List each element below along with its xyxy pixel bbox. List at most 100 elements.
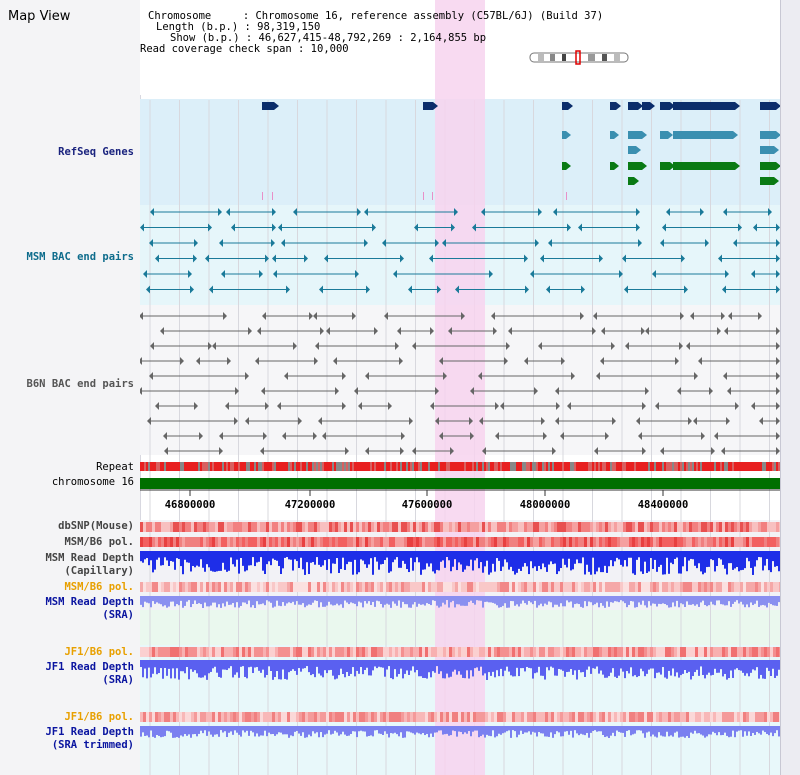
msm-capillary-depth-bar[interactable] bbox=[368, 551, 370, 565]
jf1-sra-depth-bar[interactable] bbox=[654, 660, 656, 679]
msm-sra-depth-bar[interactable] bbox=[744, 596, 746, 608]
jf1-sra-depth-bar[interactable] bbox=[188, 660, 190, 680]
msm-sra-depth-bar[interactable] bbox=[458, 596, 460, 605]
jf1-trimmed-depth-bar[interactable] bbox=[282, 726, 284, 735]
jf1-trimmed-depth-bar[interactable] bbox=[176, 726, 178, 738]
jf1-sra-depth-bar[interactable] bbox=[220, 660, 222, 678]
jf1-trimmed-depth-bar[interactable] bbox=[510, 726, 512, 738]
jf1-trimmed-depth-bar[interactable] bbox=[570, 726, 572, 731]
msm-capillary-depth-bar[interactable] bbox=[504, 551, 506, 560]
jf1-trimmed-depth-bar[interactable] bbox=[474, 726, 476, 731]
jf1-trimmed-depth-bar[interactable] bbox=[358, 726, 360, 732]
jf1-trimmed-depth-bar[interactable] bbox=[424, 726, 426, 736]
refseq-gene[interactable] bbox=[610, 102, 616, 110]
jf1-sra-depth-bar[interactable] bbox=[544, 660, 546, 680]
jf1-trimmed-depth-bar[interactable] bbox=[584, 726, 586, 736]
jf1-sra-depth-bar[interactable] bbox=[360, 660, 362, 668]
jf1-sra-depth-bar[interactable] bbox=[258, 660, 260, 671]
jf1-trimmed-depth-bar[interactable] bbox=[496, 726, 498, 737]
msm-sra-depth-bar[interactable] bbox=[198, 596, 200, 604]
jf1-trimmed-depth-bar[interactable] bbox=[772, 726, 774, 737]
jf1-sra-depth-bar[interactable] bbox=[362, 660, 364, 675]
msm-sra-depth-bar[interactable] bbox=[738, 596, 740, 604]
msm-sra-depth-bar[interactable] bbox=[406, 596, 408, 605]
msm-capillary-depth-bar[interactable] bbox=[586, 551, 588, 565]
msm-capillary-depth-bar[interactable] bbox=[434, 551, 436, 574]
msm-sra-depth-bar[interactable] bbox=[542, 596, 544, 607]
msm-sra-depth-bar[interactable] bbox=[256, 596, 258, 602]
jf1-sra-depth-bar[interactable] bbox=[460, 660, 462, 675]
msm-capillary-depth-bar[interactable] bbox=[286, 551, 288, 558]
jf1-trimmed-depth-bar[interactable] bbox=[662, 726, 664, 737]
msm-sra-depth-bar[interactable] bbox=[226, 596, 228, 602]
jf1-trimmed-depth-bar[interactable] bbox=[254, 726, 256, 737]
msm-sra-depth-bar[interactable] bbox=[620, 596, 622, 601]
jf1-trimmed-depth-bar[interactable] bbox=[180, 726, 182, 736]
jf1-trimmed-depth-bar[interactable] bbox=[560, 726, 562, 737]
msm-sra-depth-bar[interactable] bbox=[774, 596, 776, 606]
msm-sra-depth-bar[interactable] bbox=[370, 596, 372, 606]
jf1-sra-depth-bar[interactable] bbox=[686, 660, 688, 674]
msm-sra-depth-bar[interactable] bbox=[628, 596, 630, 605]
msm-sra-depth-bar[interactable] bbox=[432, 596, 434, 601]
msm-capillary-depth-bar[interactable] bbox=[600, 551, 602, 573]
jf1-sra-depth-bar[interactable] bbox=[226, 660, 228, 671]
jf1-sra-depth-bar[interactable] bbox=[232, 660, 234, 678]
jf1-trimmed-depth-bar[interactable] bbox=[588, 726, 590, 738]
jf1-sra-depth-bar[interactable] bbox=[440, 660, 442, 672]
jf1-trimmed-depth-bar[interactable] bbox=[250, 726, 252, 731]
msm-capillary-depth-bar[interactable] bbox=[298, 551, 300, 568]
msm-capillary-depth-bar[interactable] bbox=[334, 551, 336, 564]
jf1-sra-depth-bar[interactable] bbox=[252, 660, 254, 674]
jf1-trimmed-depth-bar[interactable] bbox=[710, 726, 712, 735]
msm-capillary-depth-bar[interactable] bbox=[300, 551, 302, 558]
refseq-gene[interactable] bbox=[628, 177, 634, 185]
jf1-sra-depth-bar[interactable] bbox=[574, 660, 576, 671]
jf1-sra-depth-bar[interactable] bbox=[254, 660, 256, 668]
jf1-trimmed-depth-bar[interactable] bbox=[724, 726, 726, 733]
msm-capillary-depth-bar[interactable] bbox=[718, 551, 720, 559]
msm-sra-depth-bar[interactable] bbox=[348, 596, 350, 605]
jf1-trimmed-depth-bar[interactable] bbox=[194, 726, 196, 735]
jf1-sra-depth-bar[interactable] bbox=[230, 660, 232, 667]
jf1-sra-depth-bar[interactable] bbox=[498, 660, 500, 677]
jf1-sra-depth-bar[interactable] bbox=[526, 660, 528, 667]
jf1-sra-depth-bar[interactable] bbox=[370, 660, 372, 676]
jf1-sra-depth-bar[interactable] bbox=[416, 660, 418, 671]
jf1-sra-depth-bar[interactable] bbox=[668, 660, 670, 671]
jf1-trimmed-depth-bar[interactable] bbox=[170, 726, 172, 733]
jf1-sra-depth-bar[interactable] bbox=[746, 660, 748, 674]
msm-capillary-depth-bar[interactable] bbox=[400, 551, 402, 568]
jf1-sra-depth-bar[interactable] bbox=[772, 660, 774, 669]
jf1-trimmed-depth-bar[interactable] bbox=[452, 726, 454, 731]
msm-capillary-depth-bar[interactable] bbox=[444, 551, 446, 568]
jf1-trimmed-depth-bar[interactable] bbox=[660, 726, 662, 736]
msm-capillary-depth-bar[interactable] bbox=[458, 551, 460, 563]
jf1-trimmed-depth-bar[interactable] bbox=[714, 726, 716, 734]
msm-capillary-depth-bar[interactable] bbox=[188, 551, 190, 563]
msm-sra-depth-bar[interactable] bbox=[420, 596, 422, 605]
jf1-trimmed-depth-bar[interactable] bbox=[672, 726, 674, 737]
jf1-sra-depth-bar[interactable] bbox=[378, 660, 380, 667]
msm-sra-depth-bar[interactable] bbox=[770, 596, 772, 605]
jf1-trimmed-depth-bar[interactable] bbox=[244, 726, 246, 733]
msm-sra-depth-bar[interactable] bbox=[278, 596, 280, 606]
track-label-repeat[interactable]: Repeat bbox=[96, 461, 134, 473]
msm-sra-depth-bar[interactable] bbox=[702, 596, 704, 601]
jf1-sra-depth-bar[interactable] bbox=[564, 660, 566, 677]
jf1-trimmed-depth-bar[interactable] bbox=[770, 726, 772, 733]
jf1-trimmed-depth-bar[interactable] bbox=[294, 726, 296, 732]
msm-capillary-depth-bar[interactable] bbox=[290, 551, 292, 560]
jf1-trimmed-depth-bar[interactable] bbox=[166, 726, 168, 731]
msm-sra-depth-bar[interactable] bbox=[228, 596, 230, 605]
jf1-trimmed-depth-bar[interactable] bbox=[582, 726, 584, 735]
jf1-sra-depth-bar[interactable] bbox=[366, 660, 368, 668]
jf1-sra-depth-bar[interactable] bbox=[732, 660, 734, 678]
msm-capillary-depth-bar[interactable] bbox=[304, 551, 306, 575]
jf1-sra-depth-bar[interactable] bbox=[494, 660, 496, 678]
jf1-trimmed-depth-bar[interactable] bbox=[322, 726, 324, 738]
msm-capillary-depth-bar[interactable] bbox=[686, 551, 688, 572]
refseq-gene[interactable] bbox=[760, 177, 774, 185]
jf1-trimmed-depth-bar[interactable] bbox=[598, 726, 600, 732]
msm-capillary-depth-bar[interactable] bbox=[362, 551, 364, 561]
